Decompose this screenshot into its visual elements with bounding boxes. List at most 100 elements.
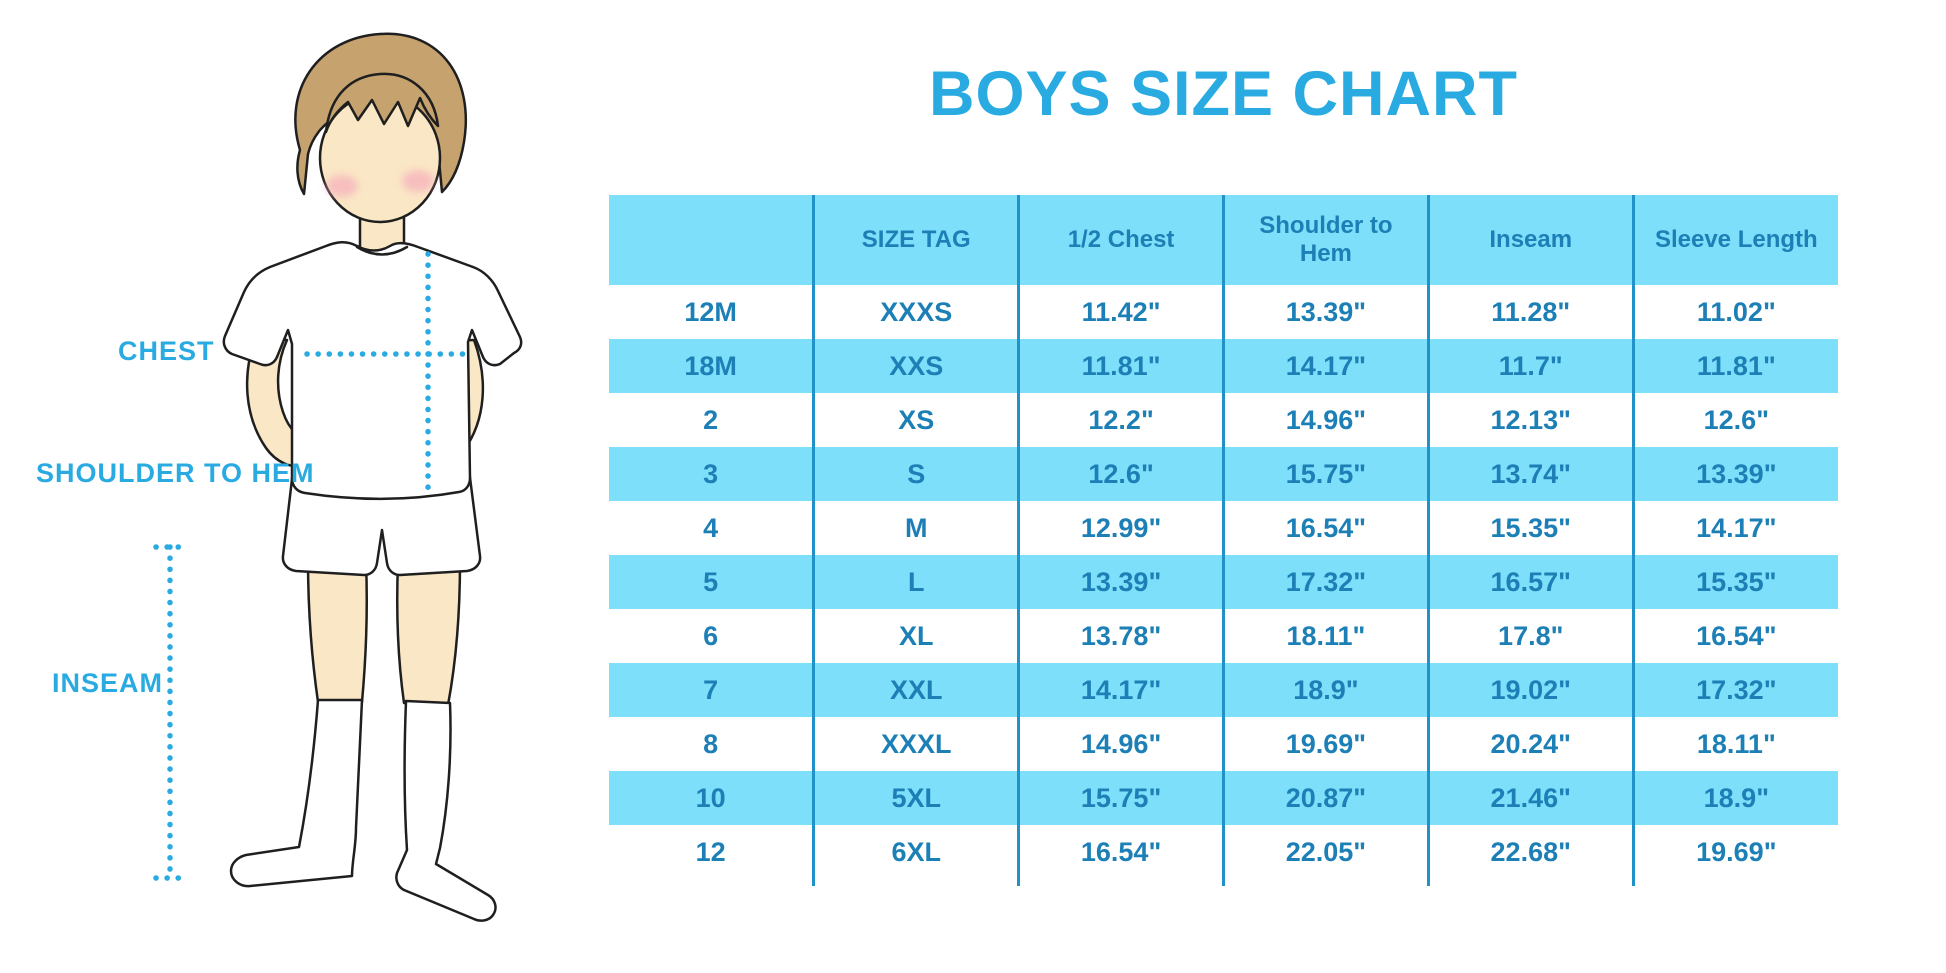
size-table: SIZE TAG 1/2 Chest Shoulder to Hem Inseam Sl… (609, 195, 1838, 886)
table-cell: 12.99" (1017, 501, 1224, 555)
table-cell: 14.17" (1631, 501, 1838, 555)
size-table-body: 12M XXXS 11.42" 13.39" 11.28" 11.02" 18M XXS 11.… (609, 285, 1838, 886)
table-cell: 12.6" (1017, 447, 1224, 501)
table-cell: S (812, 447, 1019, 501)
table-cell: 17.32" (1221, 555, 1429, 609)
boy-leg-right (396, 560, 462, 707)
table-cell: 15.35" (1426, 501, 1634, 555)
table-cell: 13.39" (1221, 285, 1429, 339)
table-row: 4 M 12.99" 16.54" 15.35" 14.17" (609, 501, 1838, 555)
table-cell: 20.87" (1221, 771, 1429, 825)
boy-cheek-left (326, 175, 358, 197)
table-cell: 17.32" (1631, 663, 1838, 717)
table-cell: 5XL (812, 771, 1019, 825)
separator-extension-cell (1221, 879, 1429, 886)
column-header-5: Sleeve Length (1631, 195, 1838, 285)
table-cell: 19.69" (1631, 825, 1838, 879)
table-row: 8 XXXL 14.96" 19.69" 20.24" 18.11" (609, 717, 1838, 771)
table-row: 12M XXXS 11.42" 13.39" 11.28" 11.02" (609, 285, 1838, 339)
boy-sock-right (395, 699, 497, 922)
table-cell: 11.81" (1017, 339, 1224, 393)
table-cell: 11.02" (1631, 285, 1838, 339)
table-row: 10 5XL 15.75" 20.87" 21.46" 18.9" (609, 771, 1838, 825)
boy-collar (355, 245, 409, 256)
table-cell: 21.46" (1426, 771, 1634, 825)
table-cell: 16.54" (1017, 825, 1224, 879)
table-cell: 12.6" (1631, 393, 1838, 447)
table-cell: 16.54" (1221, 501, 1429, 555)
column-header-3: Shoulder to Hem (1221, 195, 1429, 285)
table-row: 2 XS 12.2" 14.96" 12.13" 12.6" (609, 393, 1838, 447)
table-row: 5 L 13.39" 17.32" 16.57" 15.35" (609, 555, 1838, 609)
table-cell: 22.68" (1426, 825, 1634, 879)
table-cell: 18M (609, 339, 814, 393)
chest-label: CHEST (118, 336, 215, 366)
table-row: 18M XXS 11.81" 14.17" 11.7" 11.81" (609, 339, 1838, 393)
table-cell: 4 (703, 512, 719, 543)
page-title: BOYS SIZE CHART (928, 59, 1519, 129)
column-header-1: SIZE TAG (812, 195, 1019, 285)
table-cell: 14.96" (1017, 717, 1224, 771)
boy-leg-left (306, 558, 369, 704)
table-cell: 11.42" (1017, 285, 1224, 339)
table-row: 12 6XL 16.54" 22.05" 22.68" 19.69" (609, 825, 1838, 879)
table-cell: 18.11" (1631, 717, 1838, 771)
boy-sock-left (229, 698, 364, 888)
table-cell: 16.57" (1426, 555, 1634, 609)
table-cell: 18.11" (1221, 609, 1429, 663)
shoulder-to-hem-label: SHOULDER TO HEM (36, 458, 315, 488)
table-cell: 15.75" (1221, 447, 1429, 501)
table-cell: 10 (609, 771, 814, 825)
separator-extension-cell (1426, 879, 1634, 886)
table-cell: M (812, 501, 1019, 555)
table-cell: 11.7" (1426, 339, 1634, 393)
separator-extension-cell (1631, 879, 1838, 886)
table-cell: 15.35" (1631, 555, 1838, 609)
table-cell: 11.81" (1631, 339, 1838, 393)
table-cell: 16.54" (1631, 609, 1838, 663)
column-header-0 (609, 195, 814, 285)
table-cell: 15.75" (1017, 771, 1224, 825)
column-header-4: Inseam (1426, 195, 1634, 285)
table-cell: 13.74" (1426, 447, 1634, 501)
separator-extension-row (609, 879, 1838, 886)
table-row: 3 S 12.6" 15.75" 13.74" 13.39" (609, 447, 1838, 501)
separator-extension-cell (812, 879, 1019, 886)
boy-shirt (222, 241, 523, 501)
table-cell: 19.69" (1221, 717, 1429, 771)
table-cell: 6 (703, 620, 719, 651)
table-cell: XXL (812, 663, 1019, 717)
boy-bangs (324, 72, 440, 134)
table-cell: 6XL (812, 825, 1019, 879)
table-cell: 7 (609, 663, 814, 717)
header-row: SIZE TAG 1/2 Chest Shoulder to Hem Inseam Sl… (609, 195, 1838, 285)
column-header-2: 1/2 Chest (1017, 195, 1224, 285)
table-cell: 12.2" (1017, 393, 1224, 447)
table-cell: 13.39" (1631, 447, 1838, 501)
table-cell: 22.05" (1221, 825, 1429, 879)
table-cell: 14.17" (1017, 663, 1224, 717)
table-cell: 12M (684, 296, 737, 327)
table-cell: 2 (703, 404, 719, 435)
table-cell: 14.17" (1221, 339, 1429, 393)
table-cell: XS (812, 393, 1019, 447)
table-cell: 13.78" (1017, 609, 1224, 663)
table-cell: L (812, 555, 1019, 609)
table-cell: 5 (609, 555, 814, 609)
table-cell: 19.02" (1426, 663, 1634, 717)
table-row: 6 XL 13.78" 18.11" 17.8" 16.54" (609, 609, 1838, 663)
table-row: 7 XXL 14.17" 18.9" 19.02" 17.32" (609, 663, 1838, 717)
table-cell: 14.96" (1221, 393, 1429, 447)
separator-extension-cell (609, 879, 814, 886)
size-table-head: SIZE TAG 1/2 Chest Shoulder to Hem Inseam Sl… (609, 195, 1838, 285)
table-cell: 11.28" (1426, 285, 1634, 339)
table-cell: XL (812, 609, 1019, 663)
table-cell: 18.9" (1221, 663, 1429, 717)
table-cell: 20.24" (1426, 717, 1634, 771)
table-cell: 13.39" (1017, 555, 1224, 609)
table-cell: 17.8" (1426, 609, 1634, 663)
inseam-label: INSEAM (52, 668, 164, 698)
table-cell: 12.13" (1426, 393, 1634, 447)
separator-extension-cell (1017, 879, 1224, 886)
table-cell: XXS (812, 339, 1019, 393)
